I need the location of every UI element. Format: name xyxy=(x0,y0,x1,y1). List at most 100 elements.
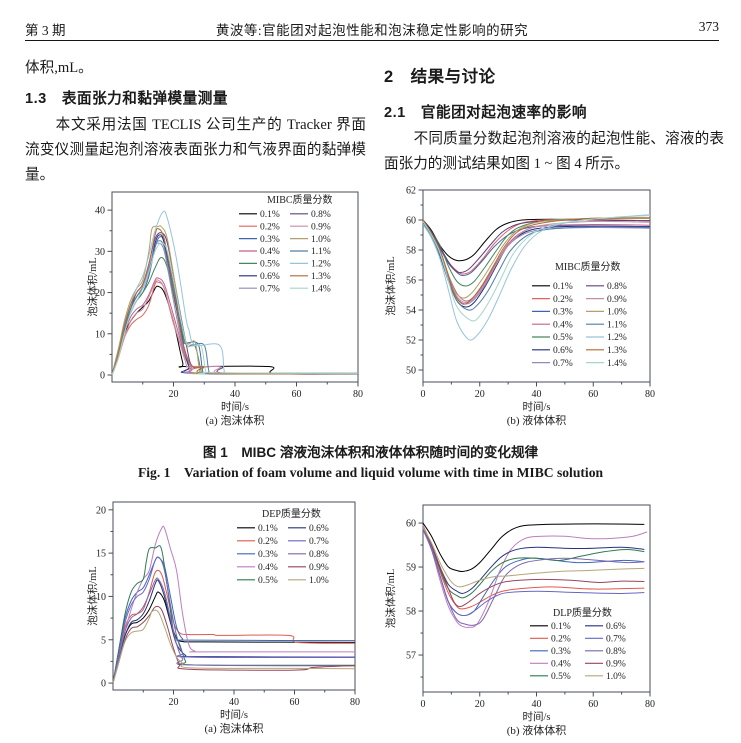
section-heading-2-1: 2.1 官能团对起泡速率的影响 xyxy=(384,105,587,121)
y-tick-label: 0 xyxy=(101,679,106,690)
series-line-1.0% xyxy=(112,609,356,684)
series-line-0.6% xyxy=(422,222,651,308)
legend-label: 0.1% xyxy=(553,282,573,292)
legend-label: 1.3% xyxy=(311,272,331,282)
y-tick-label: 0 xyxy=(100,370,105,381)
legend-label: 0.2% xyxy=(553,295,573,305)
legend-label: 0.5% xyxy=(258,576,278,586)
legend-label: 0.6% xyxy=(606,622,626,632)
series-line-0.6% xyxy=(112,579,356,684)
legend-label: 1.4% xyxy=(311,284,331,294)
y-tick-label: 59 xyxy=(406,563,416,574)
sub-caption: (b) 液体体积 xyxy=(507,723,567,736)
legend-label: 0.9% xyxy=(607,295,627,305)
x-tick-label: 80 xyxy=(350,697,360,708)
legend-label: 1.0% xyxy=(309,576,329,586)
legend-label: 1.0% xyxy=(311,235,331,245)
x-tick-label: 20 xyxy=(169,697,179,708)
series-line-0.3% xyxy=(422,527,645,617)
legend-label: 0.6% xyxy=(553,346,573,356)
y-tick-label: 58 xyxy=(406,607,416,618)
series-line-1.4% xyxy=(111,242,359,376)
y-tick-label: 60 xyxy=(406,216,416,227)
legend-label: 0.9% xyxy=(606,660,626,670)
y-tick-label: 20 xyxy=(95,288,105,299)
x-tick-label: 60 xyxy=(588,699,598,710)
series-line-0.8% xyxy=(112,577,356,684)
legend-label: 0.3% xyxy=(258,550,278,560)
x-tick-label: 20 xyxy=(475,389,485,400)
legend-label: 0.2% xyxy=(258,537,278,547)
x-tick-label: 40 xyxy=(230,389,240,400)
series-line-0.7% xyxy=(112,556,356,684)
series-line-1.0% xyxy=(111,225,359,376)
y-tick-label: 10 xyxy=(95,329,105,340)
legend-label: 0.3% xyxy=(551,647,571,657)
x-tick-label: 40 xyxy=(229,697,239,708)
chart-legend: DLP质量分数 0.1% 0.2% 0.3% 0.4% 0.5% 0.6% 0.7% 0.8% 0… xyxy=(530,606,626,682)
series-line-0.1% xyxy=(422,522,645,572)
section-heading-2: 2 结果与讨论 xyxy=(384,68,496,86)
paragraph-results: 不同质量分数起泡剂溶液的起泡性能、溶液的表面张力的测试结果如图 1 ~ 图 4 … xyxy=(384,131,724,172)
y-axis-label: 泡沫体积/mL xyxy=(86,566,99,626)
legend-title: MIBC质量分数 xyxy=(267,193,333,206)
series-line-0.8% xyxy=(422,527,645,626)
paragraph-surface-tension: 本文采用法国 TECLIS 公司生产的 Tracker 界面流变仪测量起泡剂溶液… xyxy=(25,117,366,183)
legend-label: 1.3% xyxy=(607,346,627,356)
sub-caption: (b) 液体体积 xyxy=(507,413,567,427)
sub-caption: (a) 泡沫体积 xyxy=(206,413,265,427)
series-line-0.9% xyxy=(422,527,645,608)
journal-issue: 第 3 期 xyxy=(25,23,66,38)
series-line-0.8% xyxy=(422,219,651,274)
x-tick-label: 40 xyxy=(532,389,542,400)
y-tick-label: 10 xyxy=(96,592,106,603)
x-axis-label: 时间/s xyxy=(221,400,249,413)
y-tick-label: 15 xyxy=(96,549,106,560)
legend-label: 1.0% xyxy=(606,672,626,682)
series-line-0.1% xyxy=(422,218,651,262)
y-axis-label: 泡沫体积/mL xyxy=(385,256,397,316)
legend-label: 0.9% xyxy=(309,563,329,573)
legend-label: 0.4% xyxy=(551,660,571,670)
legend-label: 0.2% xyxy=(260,222,280,232)
legend-label: 0.3% xyxy=(260,235,280,245)
y-axis-label: 泡沫体积/mL xyxy=(86,257,99,317)
x-axis-label: 时间/s xyxy=(522,710,550,723)
left-column: 体积,mL。 1.3 表面张力和黏弹模量测量 本文采用法国 TECLIS 公司生… xyxy=(25,56,366,188)
y-tick-label: 30 xyxy=(95,247,105,258)
carryover-text: 体积,mL。 xyxy=(25,60,93,76)
x-tick-label: 60 xyxy=(290,697,300,708)
series-line-1.2% xyxy=(422,214,651,341)
chart-legend: MIBC质量分数 0.1% 0.2% 0.3% 0.4% 0.5% 0.6% 0.7% 0.8%… xyxy=(532,260,627,369)
x-tick-label: 80 xyxy=(645,699,655,710)
y-tick-label: 57 xyxy=(406,651,416,662)
legend-label: 0.8% xyxy=(311,210,331,220)
axis-ticks xyxy=(108,509,356,695)
legend-label: 0.1% xyxy=(258,524,278,534)
section-heading-1-3: 1.3 表面张力和黏弹模量测量 xyxy=(25,91,228,107)
legend-label: 1.4% xyxy=(607,359,627,369)
series-line-0.5% xyxy=(422,527,645,599)
y-tick-label: 50 xyxy=(406,366,416,377)
x-tick-label: 60 xyxy=(292,389,302,400)
legend-label: 0.6% xyxy=(260,272,280,282)
legend-label: 0.7% xyxy=(606,635,626,645)
series-line-1.3% xyxy=(111,228,359,376)
legend-label: 1.2% xyxy=(607,333,627,343)
legend-label: 0.1% xyxy=(260,210,280,220)
legend-label: 1.0% xyxy=(607,308,627,318)
legend-label: 0.7% xyxy=(260,284,280,294)
x-tick-label: 60 xyxy=(588,389,598,400)
fig2-liquid-volume-chart: 0 20 40 60 80 57 58 59 60 时间/s 泡沫体积/mL (b) 液体体积 DLP质… xyxy=(385,498,675,736)
legend-label: 0.7% xyxy=(309,537,329,547)
legend-label: 0.5% xyxy=(553,333,573,343)
legend-label: 0.8% xyxy=(606,647,626,657)
x-axis-label: 时间/s xyxy=(522,400,550,413)
legend-label: 0.5% xyxy=(260,260,280,270)
y-tick-label: 56 xyxy=(406,276,416,287)
y-tick-label: 40 xyxy=(95,206,105,217)
x-tick-label: 20 xyxy=(169,389,179,400)
y-tick-label: 58 xyxy=(406,246,416,257)
series-line-0.1% xyxy=(111,285,359,376)
